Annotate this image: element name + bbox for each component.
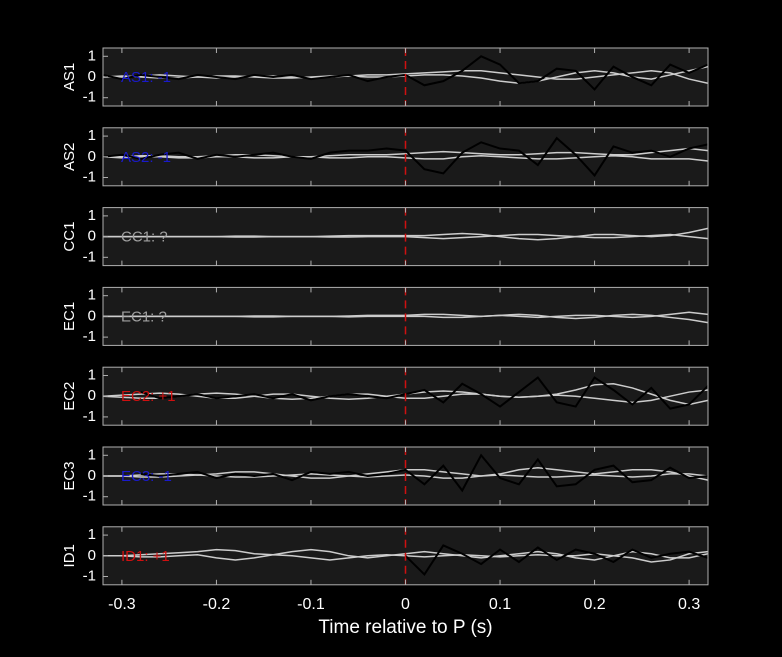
- y-tick-label: 0: [88, 148, 96, 165]
- y-tick-label: -1: [83, 408, 96, 425]
- y-tick-label: -1: [83, 168, 96, 185]
- x-tick-label: 0.1: [489, 596, 511, 613]
- y-axis-label: AS1: [61, 63, 78, 91]
- y-tick-label: 1: [88, 366, 96, 383]
- x-tick-label: -0.3: [108, 596, 136, 613]
- y-axis-label: ID1: [61, 544, 78, 567]
- y-tick-label: 0: [88, 307, 96, 324]
- y-tick-label: 1: [88, 287, 96, 304]
- y-tick-label: -1: [83, 488, 96, 505]
- y-tick-label: -1: [83, 248, 96, 265]
- annotation: AS1: -1: [121, 69, 171, 86]
- y-tick-label: 0: [88, 68, 96, 85]
- annotation: ID1: +1: [121, 548, 170, 565]
- annotation: EC3: -1: [121, 468, 172, 485]
- y-tick-label: 0: [88, 547, 96, 564]
- x-tick-label: 0.2: [583, 596, 605, 613]
- x-tick-label: 0.3: [678, 596, 700, 613]
- y-tick-label: -1: [83, 89, 96, 106]
- annotation: EC2: +1: [121, 388, 176, 405]
- y-tick-label: 1: [88, 526, 96, 543]
- y-axis-label: CC1: [61, 222, 78, 252]
- annotation: AS2: -1: [121, 149, 171, 166]
- trace: [140, 376, 708, 410]
- y-tick-label: 0: [88, 228, 96, 245]
- y-tick-label: 1: [88, 47, 96, 64]
- y-axis-label: EC1: [61, 302, 78, 331]
- annotation: EC1: ?: [121, 308, 167, 325]
- y-tick-label: 1: [88, 207, 96, 224]
- y-axis-label: AS2: [61, 143, 78, 171]
- y-tick-label: -1: [83, 328, 96, 345]
- annotation: CC1: ?: [121, 229, 168, 246]
- y-axis-label: EC3: [61, 461, 78, 490]
- trace: [103, 136, 708, 178]
- y-tick-label: 1: [88, 127, 96, 144]
- y-tick-label: -1: [83, 567, 96, 584]
- x-tick-label: -0.1: [297, 596, 325, 613]
- y-axis-label: EC2: [61, 382, 78, 411]
- x-axis-label: Time relative to P (s): [318, 617, 492, 638]
- trace: [404, 544, 708, 577]
- y-tick-label: 0: [88, 467, 96, 484]
- x-tick-label: -0.2: [203, 596, 231, 613]
- x-tick-label: 0: [401, 596, 410, 613]
- trace: [140, 453, 708, 493]
- y-tick-label: 1: [88, 446, 96, 463]
- y-tick-label: 0: [88, 387, 96, 404]
